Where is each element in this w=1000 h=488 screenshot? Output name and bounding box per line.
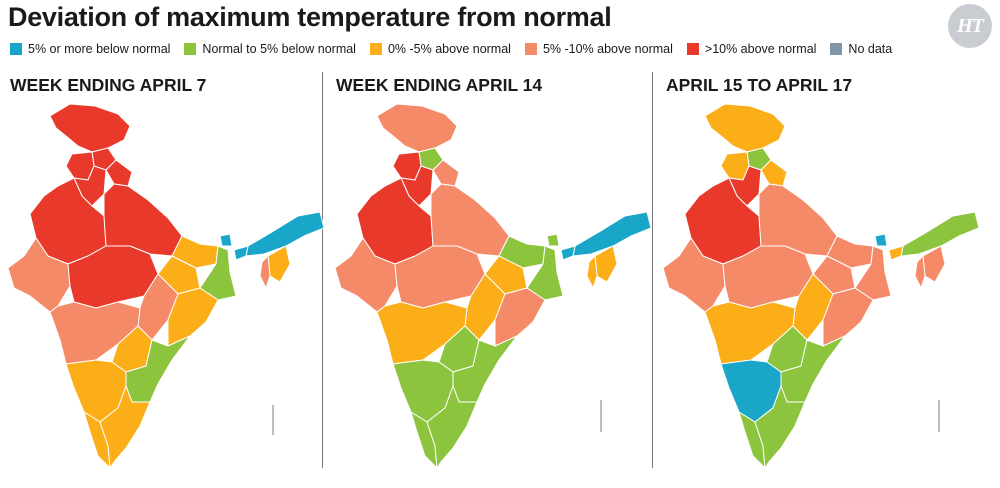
region-nei — [560, 245, 576, 261]
legend-label: Normal to 5% below normal — [202, 42, 356, 56]
region-jk — [49, 103, 131, 153]
region-jk — [704, 103, 786, 153]
legend: 5% or more below normal Normal to 5% bel… — [10, 42, 906, 56]
region-mh — [376, 301, 468, 365]
region-od — [822, 287, 874, 347]
legend-item-5-10-above: 5% -10% above normal — [524, 42, 673, 56]
region-uk — [105, 159, 133, 187]
region-ner — [586, 255, 598, 289]
andaman-islands — [272, 405, 274, 435]
region-ne — [572, 211, 652, 257]
legend-label: 5% -10% above normal — [542, 42, 673, 56]
region-nei — [233, 245, 249, 261]
legend-item-normal-to-5-below: Normal to 5% below normal — [184, 42, 356, 56]
region-up — [103, 183, 183, 257]
panel-title-april-14: WEEK ENDING APRIL 14 — [336, 75, 543, 95]
region-tn — [426, 385, 478, 469]
region-sk — [546, 233, 560, 247]
panel-title-april-7: WEEK ENDING APRIL 7 — [10, 75, 207, 95]
region-sk — [874, 233, 888, 247]
region-nei — [888, 245, 904, 261]
legend-item-5pct-below: 5% or more below normal — [10, 42, 170, 56]
region-ner — [914, 255, 926, 289]
legend-item-10-above: >10% above normal — [686, 42, 817, 56]
andaman-islands — [600, 400, 602, 432]
map-april-15-17 — [662, 103, 980, 469]
legend-label: 0% -5% above normal — [387, 42, 511, 56]
map-week-april-14 — [334, 103, 652, 469]
region-uk — [760, 159, 788, 187]
map-week-april-7 — [7, 103, 325, 469]
legend-item-no-data: No data — [830, 42, 892, 56]
andaman-islands — [938, 400, 940, 432]
legend-swatch — [830, 43, 843, 55]
legend-swatch — [184, 43, 197, 55]
legend-label: 5% or more below normal — [28, 42, 171, 56]
region-tn — [754, 385, 806, 469]
panel-divider — [322, 72, 323, 468]
region-ne — [245, 211, 325, 257]
legend-item-0-5-above: 0% -5% above normal — [369, 42, 511, 56]
region-sk — [219, 233, 233, 247]
region-jk — [376, 103, 458, 153]
legend-swatch — [10, 43, 22, 55]
region-mh — [704, 301, 796, 365]
region-ner — [259, 255, 271, 289]
chart-title: Deviation of maximum temperature from no… — [8, 2, 612, 32]
region-up — [758, 183, 838, 257]
ht-logo: HT — [948, 4, 992, 48]
region-tn — [99, 385, 151, 469]
ht-logo-text: HT — [957, 14, 984, 37]
legend-label: No data — [848, 42, 893, 56]
region-ne — [900, 211, 980, 257]
region-uk — [432, 159, 460, 187]
legend-swatch — [524, 43, 537, 55]
region-od — [494, 287, 546, 347]
region-mh — [49, 301, 141, 365]
panel-divider — [652, 72, 653, 468]
region-od — [167, 287, 219, 347]
legend-label: >10% above normal — [704, 42, 817, 56]
legend-swatch — [686, 43, 699, 55]
panel-title-april-15-17: APRIL 15 TO APRIL 17 — [666, 75, 853, 95]
legend-swatch — [369, 43, 382, 55]
region-up — [430, 183, 510, 257]
